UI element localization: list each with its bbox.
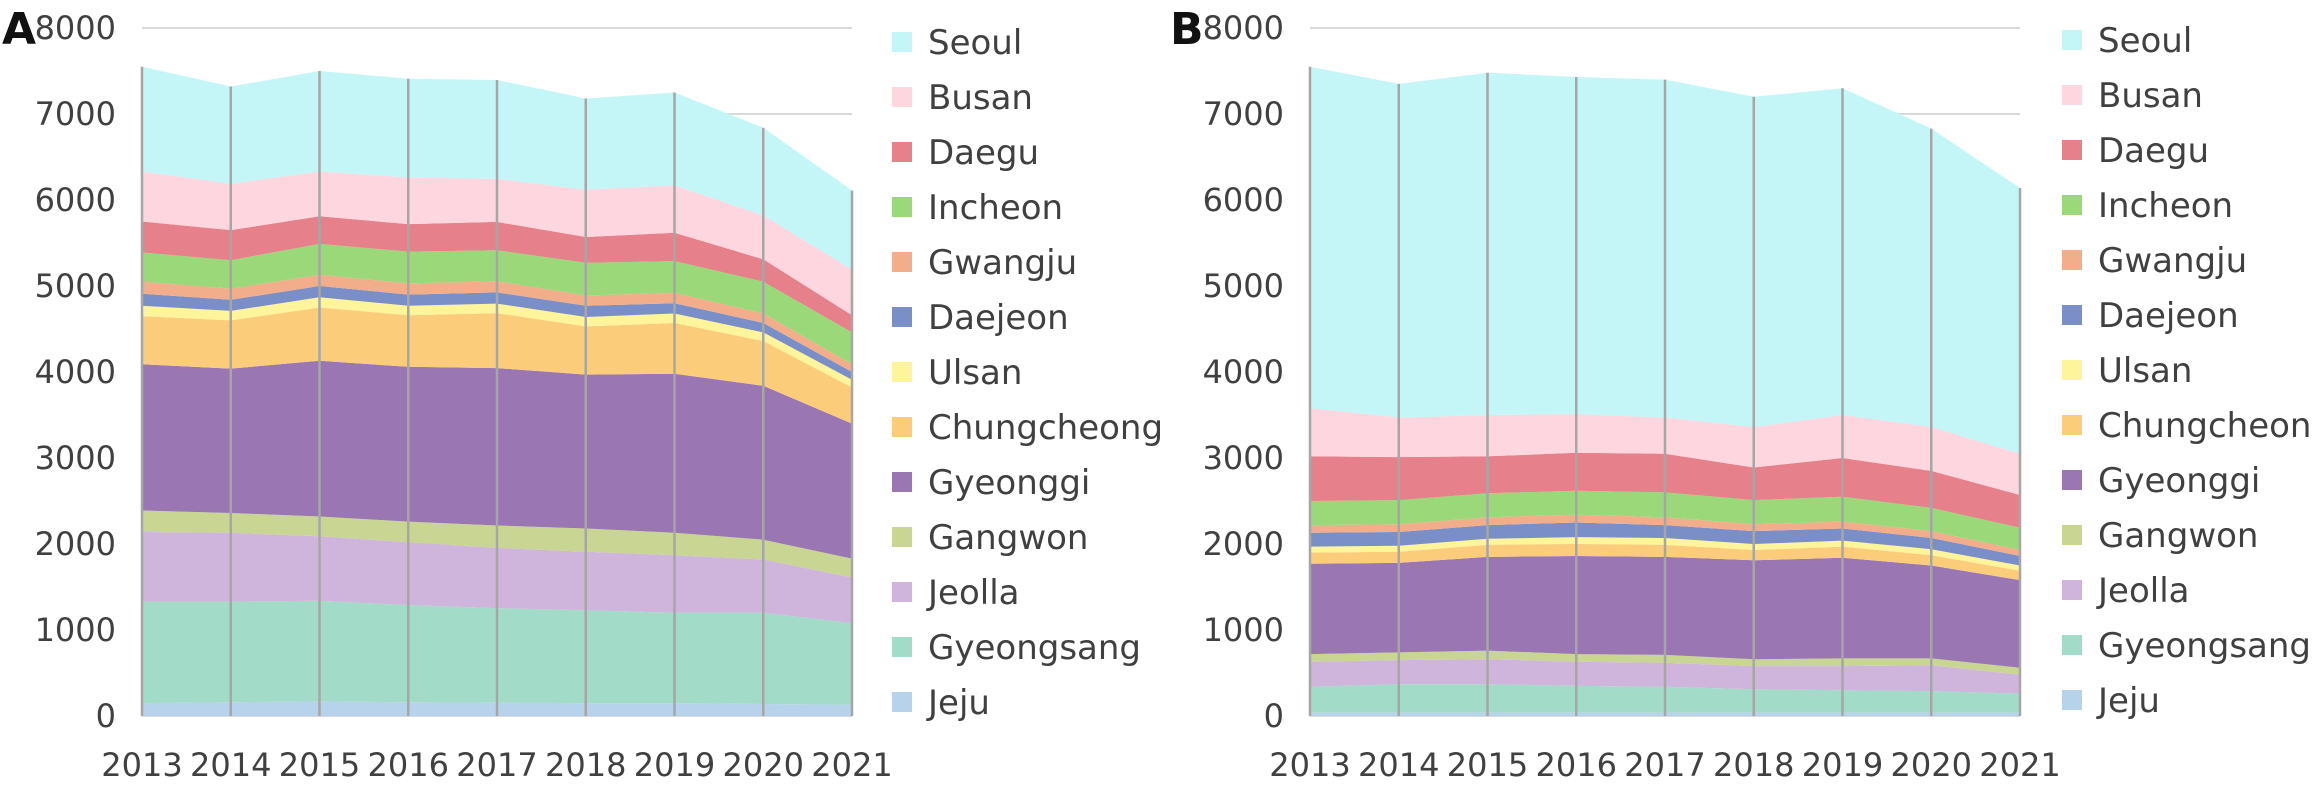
legend-swatch: [892, 637, 912, 657]
x-tick-label: 2020: [1891, 746, 1972, 784]
y-tick-label: 6000: [1203, 181, 1284, 219]
legend-swatch: [2062, 85, 2082, 105]
y-tick-label: 2000: [1203, 525, 1284, 563]
y-tick-label: 0: [1264, 697, 1284, 735]
legend-swatch: [2062, 690, 2082, 710]
legend-label: Busan: [2098, 76, 2203, 116]
legend-label: Incheon: [928, 188, 1063, 228]
legend-swatch: [892, 32, 912, 52]
legend-swatch: [892, 87, 912, 107]
x-tick-label: 2020: [723, 746, 804, 784]
legend-swatch: [2062, 30, 2082, 50]
legend-swatch: [892, 692, 912, 712]
y-tick-label: 8000: [35, 9, 116, 47]
legend-swatch: [2062, 525, 2082, 545]
legend-swatch: [892, 307, 912, 327]
x-tick-label: 2018: [545, 746, 626, 784]
legend-label: Gangwon: [2098, 516, 2258, 556]
y-tick-label: 5000: [35, 267, 116, 305]
legend-label: Gyeongsang: [2098, 626, 2311, 666]
legend-label: Ulsan: [2098, 351, 2192, 391]
y-tick-label: 2000: [35, 525, 116, 563]
y-tick-label: 3000: [1203, 439, 1284, 477]
legend-swatch: [892, 582, 912, 602]
legend-label: Chungcheong: [928, 408, 1163, 448]
legend-label: Gangwon: [928, 518, 1088, 558]
x-tick-label: 2017: [1624, 746, 1705, 784]
legend-label: Seoul: [2098, 21, 2192, 61]
legend-label: Jeju: [2096, 681, 2160, 721]
y-tick-label: 8000: [1203, 9, 1284, 47]
legend-swatch: [892, 472, 912, 492]
legend-label: Busan: [928, 78, 1033, 118]
legend-label: Gyeonggi: [2098, 461, 2260, 501]
legend-label: Daejeon: [928, 298, 1069, 338]
x-tick-label: 2014: [1358, 746, 1439, 784]
y-tick-label: 4000: [1203, 353, 1284, 391]
legend-swatch: [892, 362, 912, 382]
legend-label: Jeju: [926, 683, 990, 723]
x-tick-label: 2016: [1536, 746, 1617, 784]
legend-label: Gwangju: [928, 243, 1077, 283]
legend-swatch: [2062, 140, 2082, 160]
x-tick-label: 2016: [368, 746, 449, 784]
legend-swatch: [2062, 195, 2082, 215]
y-tick-label: 7000: [35, 95, 116, 133]
legend: Seoul Busan Daegu Incheon Gwangju Daejeon Ulsa…: [2062, 21, 2312, 721]
x-tick-label: 2015: [1447, 746, 1528, 784]
legend-swatch: [892, 252, 912, 272]
legend-swatch: [2062, 360, 2082, 380]
legend-swatch: [892, 417, 912, 437]
panel-label: B: [1170, 4, 1204, 55]
legend-swatch: [892, 527, 912, 547]
legend-swatch: [892, 197, 912, 217]
y-tick-label: 0: [96, 697, 116, 735]
y-tick-label: 7000: [1203, 95, 1284, 133]
legend-label: Jeolla: [926, 573, 1019, 613]
x-tick-label: 2017: [456, 746, 537, 784]
legend-swatch: [2062, 250, 2082, 270]
x-tick-label: 2013: [101, 746, 182, 784]
legend-label: Ulsan: [928, 353, 1022, 393]
y-tick-label: 3000: [35, 439, 116, 477]
y-tick-label: 4000: [35, 353, 116, 391]
legend: Seoul Busan Daegu Incheon Gwangju Daejeon Ulsa…: [892, 23, 1163, 723]
y-tick-label: 1000: [1203, 611, 1284, 649]
legend-label: Daegu: [2098, 131, 2209, 171]
legend-label: Gyeonggi: [928, 463, 1090, 503]
y-tick-label: 1000: [35, 611, 116, 649]
x-tick-label: 2019: [634, 746, 715, 784]
x-tick-label: 2021: [1979, 746, 2060, 784]
legend-label: Incheon: [2098, 186, 2233, 226]
legend-label: Daejeon: [2098, 296, 2239, 336]
legend-swatch: [892, 142, 912, 162]
x-tick-label: 2019: [1802, 746, 1883, 784]
x-tick-label: 2015: [279, 746, 360, 784]
legend-label: Gwangju: [2098, 241, 2247, 281]
panel-label: A: [2, 4, 36, 55]
x-tick-label: 2018: [1713, 746, 1794, 784]
x-tick-label: 2014: [190, 746, 271, 784]
y-tick-label: 5000: [1203, 267, 1284, 305]
legend-swatch: [2062, 415, 2082, 435]
legend-swatch: [2062, 470, 2082, 490]
legend-label: Chungcheong: [2098, 406, 2312, 446]
x-tick-label: 2021: [811, 746, 892, 784]
x-tick-label: 2013: [1269, 746, 1350, 784]
legend-swatch: [2062, 635, 2082, 655]
legend-swatch: [2062, 580, 2082, 600]
legend-label: Jeolla: [2096, 571, 2189, 611]
y-tick-label: 6000: [35, 181, 116, 219]
legend-swatch: [2062, 305, 2082, 325]
legend-label: Daegu: [928, 133, 1039, 173]
legend-label: Gyeongsang: [928, 628, 1141, 668]
legend-label: Seoul: [928, 23, 1022, 63]
